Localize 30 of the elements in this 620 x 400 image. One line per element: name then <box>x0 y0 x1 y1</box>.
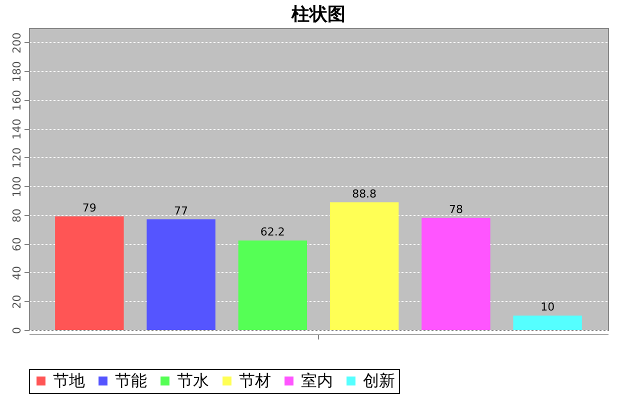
bar <box>513 316 582 330</box>
legend-label: 节材 <box>239 371 271 390</box>
y-tick-label: 140 <box>10 118 24 140</box>
data-label: 10 <box>540 300 555 314</box>
y-tick-label: 40 <box>10 266 24 280</box>
bar <box>238 240 308 330</box>
y-tick-label: 180 <box>10 61 24 82</box>
bar <box>330 202 399 330</box>
legend-label: 节能 <box>115 371 147 390</box>
data-label: 79 <box>82 201 96 214</box>
y-tick-label: 160 <box>10 90 24 111</box>
bar <box>422 218 490 330</box>
y-tick-label: 20 <box>10 294 24 309</box>
chart-title: 柱状图 <box>290 4 346 25</box>
legend-label: 创新 <box>363 371 395 390</box>
y-tick-label: 120 <box>10 147 24 168</box>
y-tick-label: 100 <box>10 176 24 198</box>
data-label: 62.2 <box>260 226 285 239</box>
data-label: 77 <box>174 204 188 218</box>
y-tick-label: 200 <box>10 32 24 54</box>
legend-label: 节水 <box>177 371 209 390</box>
data-label: 88.8 <box>352 187 377 200</box>
legend-label: 室内 <box>301 371 333 390</box>
y-tick-label: 60 <box>10 237 24 252</box>
bar <box>146 219 216 330</box>
y-tick-label: 0 <box>10 327 24 334</box>
data-label: 78 <box>448 202 463 216</box>
bar <box>55 216 124 330</box>
legend-label: 节地 <box>53 371 85 390</box>
y-tick-label: 80 <box>10 208 24 222</box>
